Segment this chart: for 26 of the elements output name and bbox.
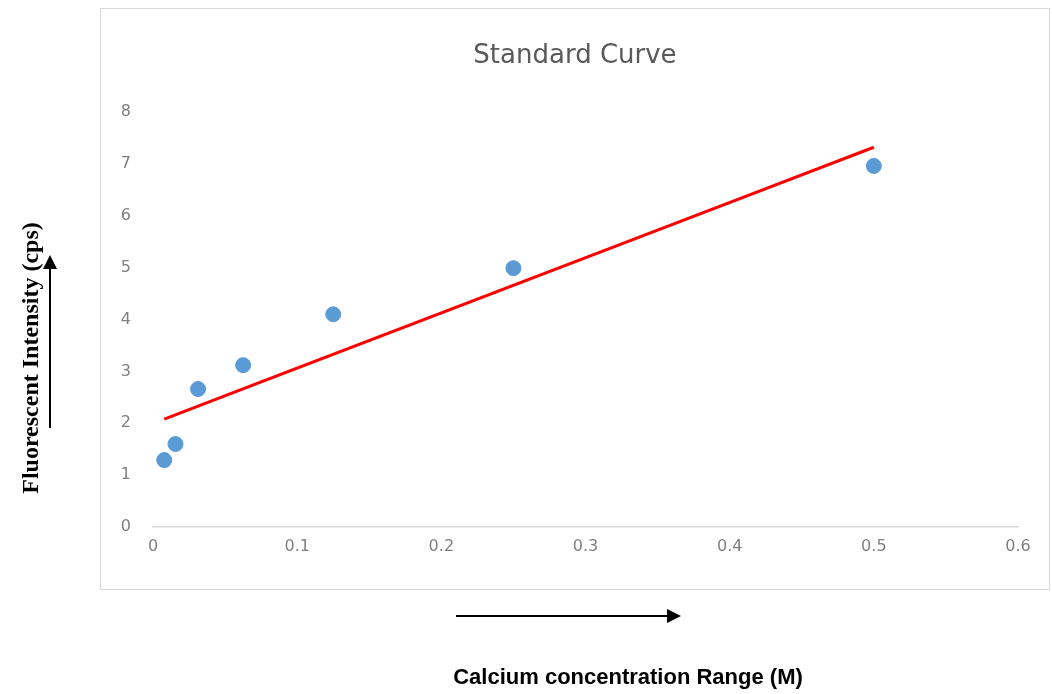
point (505, 260, 522, 277)
y-tick-label: 5 (120, 256, 131, 276)
x-tick-label: 0.1 (284, 535, 310, 555)
point (325, 306, 342, 323)
point (156, 452, 173, 469)
x-tick-label: 0.5 (861, 535, 887, 555)
chart-title: Standard Curve (472, 39, 678, 69)
x-tick-label: 0 (147, 535, 159, 555)
point (865, 157, 882, 174)
x-axis-title: Calcium concentration Range (M) (452, 664, 804, 690)
x-tick-label: 0.3 (572, 535, 599, 555)
x-tick-label: 0.4 (716, 535, 743, 555)
y-tick-label: 3 (120, 360, 131, 380)
y-tick-label: 8 (120, 101, 131, 121)
point (235, 357, 252, 374)
y-tick-label: 0 (120, 516, 131, 536)
y-tick-label: 2 (120, 412, 131, 432)
y-tick-label: 7 (120, 153, 131, 173)
y-tick-label: 1 (120, 464, 131, 484)
point (190, 381, 207, 398)
x-tick-label: 0.2 (428, 535, 455, 555)
y-tick-label: 6 (120, 204, 131, 224)
y-tick-label: 4 (120, 308, 131, 328)
x-tick-label: 0.6 (1005, 535, 1031, 555)
point (167, 436, 184, 452)
y-axis-title: Fluorescent Intensity (cps) (16, 221, 44, 496)
